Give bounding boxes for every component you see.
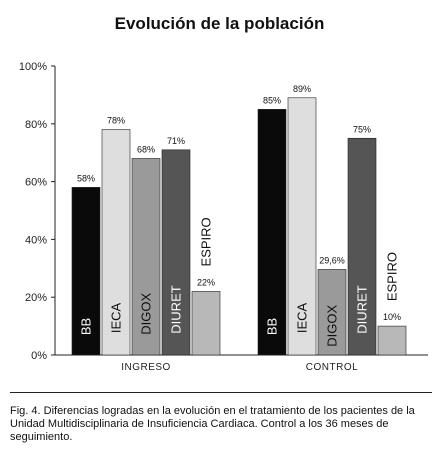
bar-ieca-ingreso xyxy=(101,129,131,356)
y-tick-label: 80% xyxy=(25,119,47,131)
series-label-diuret: DIURET xyxy=(169,285,184,333)
data-label: 89% xyxy=(293,84,311,94)
bar-diuret-ingreso xyxy=(161,149,191,356)
bar-bb-control xyxy=(257,109,287,356)
data-label: 75% xyxy=(353,124,371,134)
series-label-digox: DIGOX xyxy=(139,292,154,334)
category-label-ingreso: INGRESO xyxy=(121,362,171,373)
data-label: 78% xyxy=(107,116,125,126)
bar-bb-ingreso xyxy=(71,187,101,356)
series-label-bb: BB xyxy=(265,318,280,335)
series-label-ieca: IECA xyxy=(295,303,310,334)
y-tick-label: 100% xyxy=(19,61,47,73)
bar-diuret-control xyxy=(347,137,377,356)
caption-divider xyxy=(10,392,432,393)
y-tick-label: 0% xyxy=(31,350,47,362)
data-label: 71% xyxy=(167,136,185,146)
bar-espiro-control xyxy=(377,325,407,356)
bar-espiro-ingreso xyxy=(191,291,221,356)
series-label-ieca: IECA xyxy=(109,303,124,334)
series-label-espiro: ESPIRO xyxy=(385,252,400,301)
data-label: 29,6% xyxy=(319,255,345,265)
data-label: 22% xyxy=(197,277,215,287)
y-tick-label: 60% xyxy=(25,177,47,189)
series-label-digox: DIGOX xyxy=(325,304,340,346)
bar-ieca-control xyxy=(287,97,317,356)
bar-chart: 0% 20% 40% 60% 80% 100% 58% BB 78% IECA 68% DIGOX 71… xyxy=(19,61,428,373)
bar-digox-control xyxy=(317,269,347,356)
bar-digox-ingreso xyxy=(131,158,161,356)
figure-caption: Fig. 4. Diferencias logradas en la evolu… xyxy=(10,405,415,443)
series-label-bb: BB xyxy=(79,318,94,335)
category-label-control: CONTROL xyxy=(306,362,358,373)
data-label: 68% xyxy=(137,144,155,154)
data-label: 85% xyxy=(263,95,281,105)
data-label: 58% xyxy=(77,173,95,183)
series-label-diuret: DIURET xyxy=(355,285,370,333)
chart-title: Evolución de la población xyxy=(114,14,325,33)
y-tick-label: 40% xyxy=(25,234,47,246)
data-label: 10% xyxy=(383,312,401,322)
series-label-espiro: ESPIRO xyxy=(199,217,214,266)
y-tick-label: 20% xyxy=(25,292,47,304)
